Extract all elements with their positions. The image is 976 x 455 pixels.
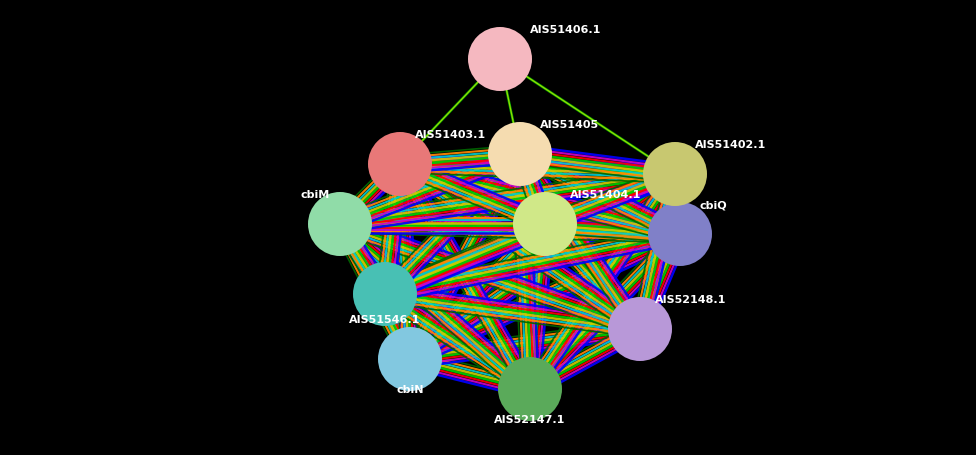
Text: cbiM: cbiM <box>301 190 330 200</box>
Text: cbiN: cbiN <box>396 384 424 394</box>
Circle shape <box>608 298 672 361</box>
Circle shape <box>498 357 562 421</box>
Circle shape <box>308 192 372 257</box>
Circle shape <box>353 263 417 326</box>
Text: AIS51406.1: AIS51406.1 <box>530 25 601 35</box>
Text: AIS51546.1: AIS51546.1 <box>349 314 421 324</box>
Circle shape <box>378 327 442 391</box>
Text: cbiQ: cbiQ <box>700 200 728 210</box>
Circle shape <box>643 143 707 207</box>
Circle shape <box>368 133 432 197</box>
Text: AIS52147.1: AIS52147.1 <box>494 414 566 424</box>
Text: AIS52148.1: AIS52148.1 <box>655 294 726 304</box>
Circle shape <box>468 28 532 92</box>
Circle shape <box>648 202 712 267</box>
Text: AIS51405: AIS51405 <box>540 120 599 130</box>
Text: AIS51402.1: AIS51402.1 <box>695 140 766 150</box>
Text: AIS51404.1: AIS51404.1 <box>570 190 641 200</box>
Circle shape <box>513 192 577 257</box>
Circle shape <box>488 123 552 187</box>
Text: AIS51403.1: AIS51403.1 <box>415 130 486 140</box>
